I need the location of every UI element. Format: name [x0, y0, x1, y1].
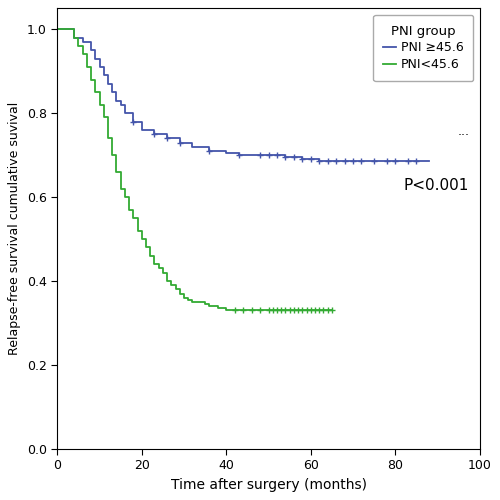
X-axis label: Time after surgery (months): Time after surgery (months)	[170, 478, 366, 492]
Legend: PNI ≥45.6, PNI<45.6: PNI ≥45.6, PNI<45.6	[373, 14, 474, 81]
Text: ...: ...	[457, 125, 469, 138]
Text: P<0.001: P<0.001	[404, 178, 469, 193]
Y-axis label: Relapse-free survival cumulative suvival: Relapse-free survival cumulative suvival	[8, 102, 22, 355]
